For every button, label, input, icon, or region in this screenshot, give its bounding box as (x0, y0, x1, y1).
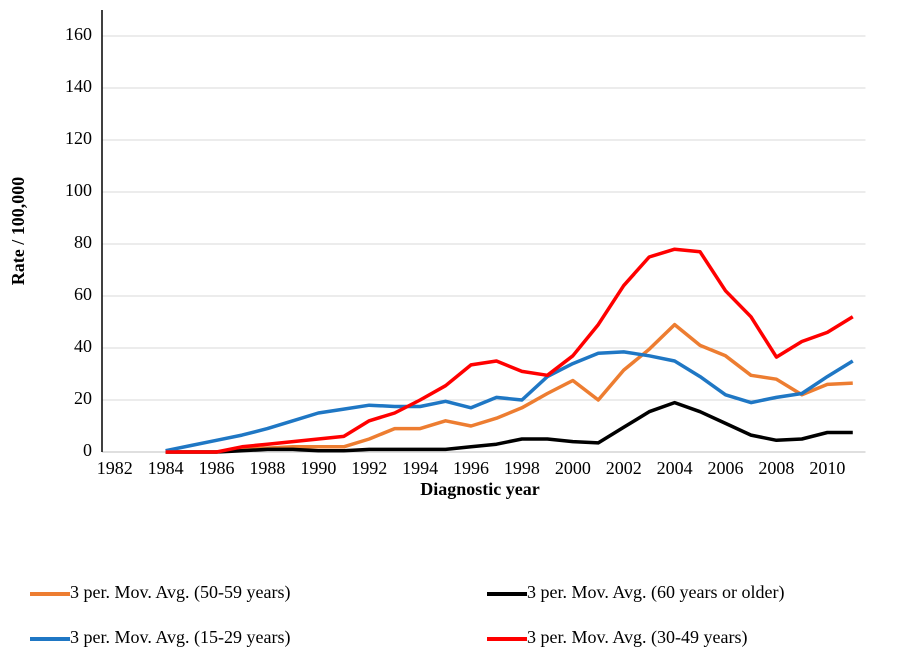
legend-label: 3 per. Mov. Avg. (15-29 years) (70, 627, 290, 648)
x-tick-label: 1994 (402, 458, 438, 478)
x-tick-label: 1986 (199, 458, 235, 478)
x-tick-label: 1996 (453, 458, 489, 478)
y-tick-label: 140 (65, 76, 92, 96)
y-tick-label: 80 (74, 232, 92, 252)
x-tick-label: 2010 (809, 458, 845, 478)
y-tick-label: 120 (65, 128, 92, 148)
series-line (165, 322, 853, 454)
y-axis-title: Rate / 100,000 (8, 177, 28, 285)
x-tick-label: 1992 (351, 458, 387, 478)
y-tick-label: 60 (74, 284, 92, 304)
x-tick-label: 2008 (758, 458, 794, 478)
x-tick-label: 2002 (606, 458, 642, 478)
series-line (165, 247, 854, 454)
x-tick-label: 1998 (504, 458, 540, 478)
x-tick-label: 1988 (249, 458, 285, 478)
series-line (165, 350, 854, 453)
y-tick-label: 20 (74, 388, 92, 408)
x-axis-title: Diagnostic year (420, 479, 539, 499)
x-tick-label: 1982 (97, 458, 133, 478)
x-tick-label: 2000 (555, 458, 591, 478)
y-tick-label: 100 (65, 180, 92, 200)
x-tick-label: 2004 (657, 458, 693, 478)
legend-label: 3 per. Mov. Avg. (50-59 years) (70, 582, 290, 603)
x-tick-label: 1984 (148, 458, 184, 478)
legend-label: 3 per. Mov. Avg. (60 years or older) (527, 582, 784, 603)
series-line (165, 400, 853, 454)
y-tick-label: 160 (65, 24, 92, 44)
x-tick-label: 1990 (300, 458, 336, 478)
y-tick-label: 40 (74, 336, 92, 356)
x-tick-label: 2006 (708, 458, 744, 478)
y-tick-label: 0 (83, 440, 92, 460)
legend-label: 3 per. Mov. Avg. (30-49 years) (527, 627, 747, 648)
